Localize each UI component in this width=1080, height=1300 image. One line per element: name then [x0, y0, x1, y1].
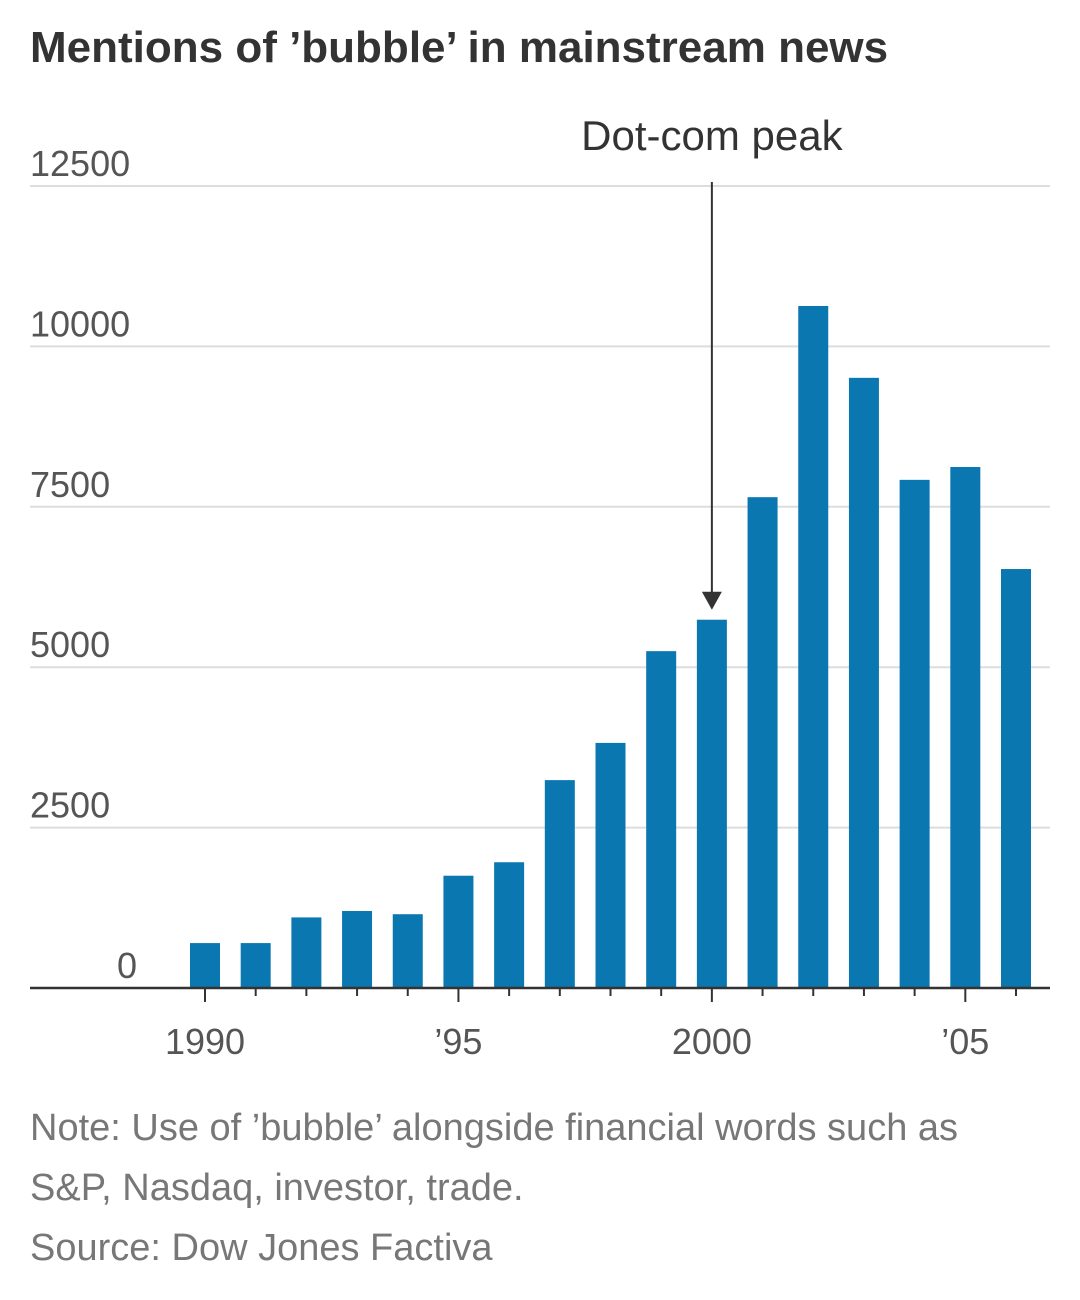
bar — [342, 911, 373, 988]
x-tick-label: 1990 — [165, 1021, 245, 1062]
bar — [291, 917, 322, 988]
bar — [544, 780, 575, 988]
bar — [747, 497, 778, 988]
y-tick-label: 0 — [117, 945, 137, 986]
y-tick-label: 12500 — [30, 143, 130, 184]
bar — [646, 651, 677, 988]
bar — [696, 619, 727, 988]
chart-title: Mentions of ’bubble’ in mainstream news — [30, 23, 888, 72]
y-tick-label: 7500 — [30, 464, 110, 505]
bar — [950, 467, 981, 988]
bar — [240, 943, 271, 988]
bar — [443, 875, 474, 988]
note: Note: Use of ’bubble’ alongside financia… — [30, 1107, 959, 1209]
bar — [798, 305, 829, 988]
bar — [392, 914, 423, 988]
x-tick-label: ’05 — [941, 1021, 989, 1062]
y-tick-label: 2500 — [30, 785, 110, 826]
bar — [899, 479, 930, 988]
bar — [190, 943, 220, 988]
source: Source: Dow Jones Factiva — [30, 1227, 493, 1269]
y-tick-label: 10000 — [30, 303, 130, 344]
bar — [595, 742, 626, 988]
y-tick-label: 5000 — [30, 624, 110, 665]
x-tick-label: 2000 — [672, 1021, 752, 1062]
annotation: Dot-com peak — [581, 112, 843, 159]
bar — [1001, 569, 1031, 988]
bar — [494, 862, 525, 988]
annotation-arrowhead — [701, 591, 722, 610]
bar — [848, 377, 879, 989]
x-tick-label: ’95 — [434, 1021, 482, 1062]
